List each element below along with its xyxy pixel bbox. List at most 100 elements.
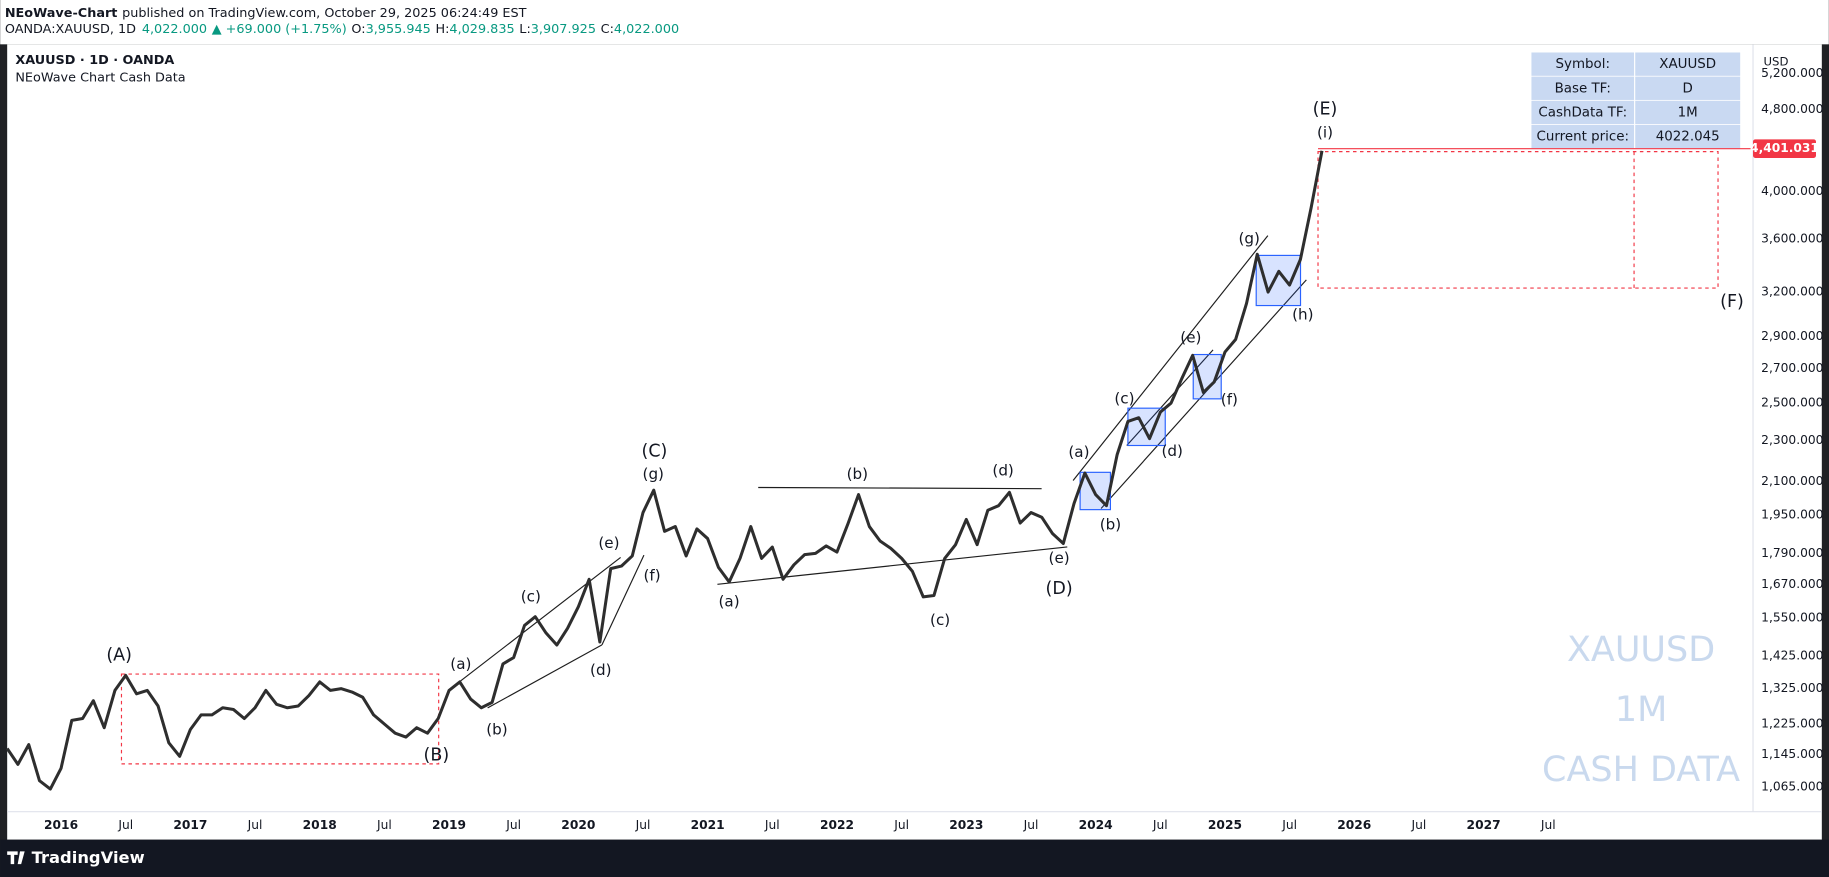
- table-key: CashData TF:: [1538, 105, 1627, 120]
- x-tick-label: 2022: [820, 818, 854, 832]
- wave-label: (e): [1049, 549, 1070, 567]
- x-tick-label: 2020: [561, 818, 595, 832]
- y-tick-label: 1,145.000: [1761, 747, 1823, 761]
- x-tick-label: Jul: [1281, 818, 1297, 832]
- y-tick-label: 1,325.000: [1761, 681, 1823, 695]
- triangle-line: [758, 486, 1042, 490]
- channel-line: [487, 644, 603, 709]
- wave-label: (d): [590, 661, 611, 679]
- y-tick-label: 3,200.000: [1761, 285, 1823, 299]
- y-tick-label: 1,065.000: [1761, 779, 1823, 793]
- y-tick-label: 1,950.000: [1761, 507, 1823, 521]
- channel-line: [1100, 279, 1307, 509]
- x-tick-label: 2025: [1208, 818, 1242, 832]
- y-tick-label: 1,225.000: [1761, 716, 1823, 730]
- x-tick-label: Jul: [505, 818, 521, 832]
- wave-label: (c): [521, 588, 541, 606]
- ohlc-label: L:: [519, 22, 530, 37]
- wave-label: (c): [1114, 389, 1134, 407]
- wave-label: (a): [1068, 443, 1089, 461]
- y-tick-label: 1,425.000: [1761, 648, 1823, 662]
- brand: TradingView: [32, 848, 145, 867]
- symbol: OANDA:XAUUSD, 1D: [5, 22, 136, 37]
- table-value: XAUUSD: [1659, 57, 1716, 72]
- brand-logo: [7, 851, 25, 865]
- wave-label: (B): [424, 746, 450, 766]
- x-tick-label: Jul: [1540, 818, 1556, 832]
- wave-label: (a): [450, 655, 471, 673]
- header-bar: [0, 0, 1829, 45]
- watermark-text: 1M: [1615, 690, 1667, 730]
- y-tick-label: 5,200.000: [1761, 66, 1823, 80]
- wave-label: (b): [1100, 515, 1121, 533]
- x-tick-label: Jul: [117, 818, 133, 832]
- x-tick-label: Jul: [247, 818, 263, 832]
- x-tick-label: Jul: [635, 818, 651, 832]
- channel-line: [601, 554, 645, 646]
- table-value: D: [1683, 81, 1693, 96]
- wave-label: (E): [1313, 100, 1338, 120]
- watermark-text: XAUUSD: [1567, 630, 1715, 670]
- ohlc-label: O:: [351, 22, 365, 37]
- price-line: [5, 150, 1324, 791]
- wave-label: (f): [1221, 391, 1238, 409]
- x-tick-label: Jul: [1411, 818, 1427, 832]
- table-cell: [1531, 100, 1635, 125]
- quote-line: OANDA:XAUUSD, 1D 4,022.000 ▲ +69.000 (+1.7…: [5, 22, 679, 37]
- wave-label: (F): [1720, 292, 1744, 312]
- last-price: 4,022.000: [142, 22, 207, 37]
- price-tag: [1753, 139, 1816, 158]
- wave-label: (d): [1162, 442, 1183, 460]
- x-tick-label: Jul: [376, 818, 392, 832]
- author: NEoWave-Chart: [5, 5, 118, 20]
- table-value: 4022.045: [1656, 130, 1720, 145]
- x-tick-label: 2018: [303, 818, 337, 832]
- table-key: Symbol:: [1556, 57, 1610, 72]
- y-axis-unit: USD: [1764, 54, 1789, 68]
- y-tick-label: 2,500.000: [1761, 396, 1823, 410]
- header-line: NEoWave-Chart published on TradingView.co…: [5, 5, 527, 20]
- triangle-line: [717, 546, 1068, 585]
- ohlc-value: 4,029.835: [449, 22, 514, 37]
- table-cell: [1635, 124, 1741, 149]
- wave-label: (i): [1317, 123, 1333, 141]
- y-tick-label: 2,900.000: [1761, 329, 1823, 343]
- chart-pane: [7, 44, 1822, 840]
- x-tick-label: Jul: [1152, 818, 1168, 832]
- ohlc-label: H:: [435, 22, 449, 37]
- wave-label: (d): [992, 462, 1013, 480]
- x-tick-label: Jul: [764, 818, 780, 832]
- y-tick-label: 1,550.000: [1761, 611, 1823, 625]
- table-cell: [1635, 76, 1741, 100]
- wave-label: (D): [1046, 579, 1073, 599]
- table-cell: [1531, 124, 1635, 149]
- wave-label: (e): [598, 534, 619, 552]
- channel-line: [1072, 235, 1269, 481]
- wave-label: (b): [486, 721, 507, 739]
- x-tick-label: 2024: [1079, 818, 1113, 832]
- table-cell: [1531, 52, 1635, 76]
- target-box: [1317, 151, 1719, 289]
- wave-label: (C): [642, 441, 668, 461]
- wave-label: (h): [1292, 305, 1313, 323]
- x-tick-label: 2019: [432, 818, 466, 832]
- y-tick-label: 3,600.000: [1761, 232, 1823, 246]
- x-tick-label: 2016: [44, 818, 78, 832]
- y-tick-label: 2,300.000: [1761, 433, 1823, 447]
- published: published on TradingView.com, October 29…: [122, 5, 527, 20]
- ohlc-value: 3,955.945: [366, 22, 431, 37]
- wave-label: (b): [847, 465, 868, 483]
- pattern-box: [1255, 254, 1302, 307]
- change: ▲ +69.000 (+1.75%): [212, 22, 347, 37]
- chart-subtitle: NEoWave Chart Cash Data: [15, 71, 185, 86]
- x-tick-label: Jul: [893, 818, 909, 832]
- y-tick-label: 1,670.000: [1761, 577, 1823, 591]
- price-tag-label: 4,401.031: [1750, 141, 1819, 155]
- x-tick-label: Jul: [1023, 818, 1039, 832]
- footer-bar: [0, 839, 1829, 877]
- watermark: XAUUSD 1M CASH DATA: [1542, 630, 1740, 790]
- wave-label: (A): [106, 645, 132, 665]
- wave-label: (f): [644, 567, 661, 585]
- table-cell: [1531, 76, 1635, 100]
